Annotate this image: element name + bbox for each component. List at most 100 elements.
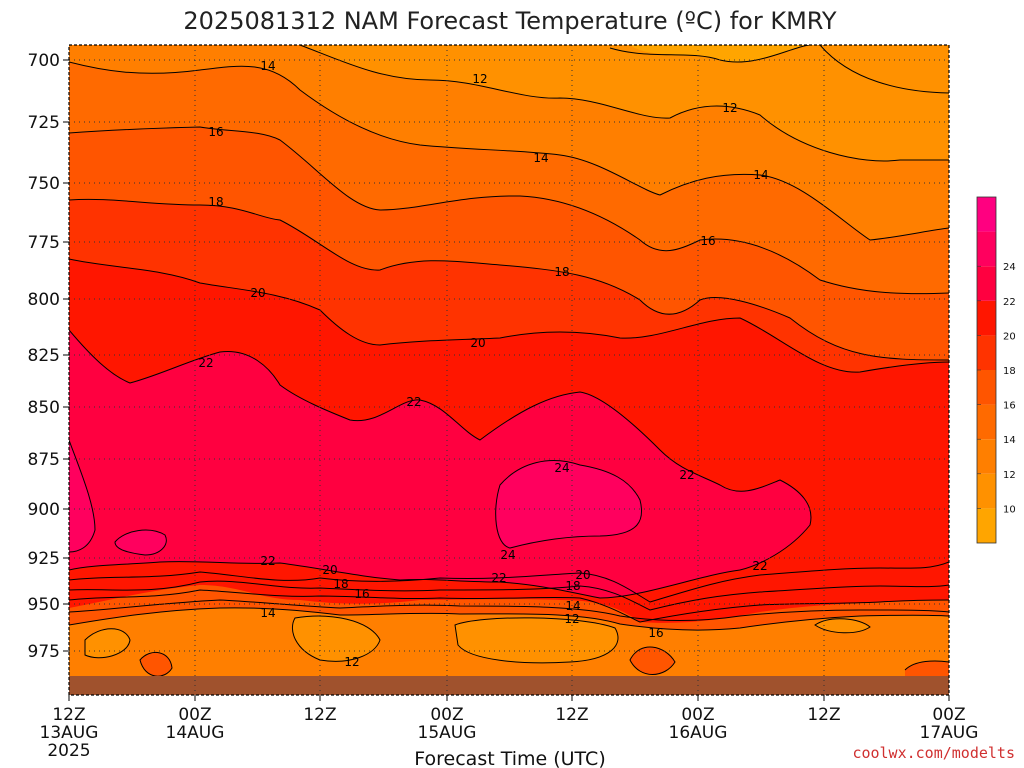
y-tick-725: 725 [28, 113, 60, 133]
colorbar-segment-9 [977, 197, 996, 232]
colorbar-segment-7 [977, 266, 996, 301]
isotherm-18 [69, 198, 949, 361]
isotherm-label-8: 18 [554, 265, 569, 279]
colorbar: 10 12 14 16 18 20 22 24 [976, 196, 1016, 544]
isotherm-14-lower [69, 599, 949, 621]
isotherm-label-0: 14 [260, 59, 275, 73]
plot-frame [68, 44, 950, 696]
x-tick-date-3: 15AUG [418, 723, 477, 743]
band-low-10-b [292, 616, 380, 662]
x-tick-hour-5: 00Z [681, 705, 714, 725]
isotherm-18-lower [69, 580, 949, 611]
band-24-26-a [495, 460, 642, 548]
colorbar-segment-2 [977, 439, 996, 474]
isotherm-label-14: 24 [554, 461, 569, 475]
y-tick-950: 950 [28, 595, 60, 615]
y-tick-900: 900 [28, 500, 60, 520]
isotherm-label-27: 12 [564, 612, 579, 626]
isotherm-10-lower-c [454, 617, 619, 664]
colorbar-segment-5 [977, 335, 996, 370]
isotherm-label-21: 18 [333, 577, 348, 591]
isotherm-14-bottom-b [629, 646, 676, 675]
x-tick-hour-3: 00Z [430, 705, 463, 725]
x-tick-hour-4: 12Z [555, 705, 588, 725]
isotherm-label-17: 22 [491, 571, 506, 585]
colorbar-label-12: 12 [1003, 470, 1016, 481]
isotherm-10 [609, 45, 949, 94]
isotherm-label-26: 12 [344, 655, 359, 669]
chart-title: 2025081312 NAM Forecast Temperature (ºC)… [183, 7, 837, 35]
colorbar-segment-6 [977, 300, 996, 336]
x-tick-date-7: 17AUG [920, 723, 979, 743]
isotherm-label-10: 20 [470, 336, 485, 350]
band-low-10-d [815, 618, 870, 633]
isotherm-22-lower [69, 561, 741, 599]
isotherm-16 [69, 126, 949, 295]
isotherm-22-upper [69, 329, 812, 571]
isotherm-lines [69, 45, 949, 677]
x-tick-date-1: 14AUG [166, 723, 225, 743]
band-24-26-b [115, 530, 167, 555]
isotherm-label-6: 18 [208, 195, 223, 209]
x-tick-hour-6: 12Z [807, 705, 840, 725]
x-tick-date-5: 16AUG [669, 723, 728, 743]
colorbar-label-16: 16 [1003, 401, 1016, 412]
isotherm-label-25: 14 [565, 599, 580, 613]
x-tick-year-0: 2025 [47, 741, 90, 761]
isotherm-label-5: 14 [753, 168, 768, 182]
colorbar-label-10: 10 [1003, 504, 1016, 515]
ground-band [69, 676, 949, 695]
x-tick-hour-1: 00Z [178, 705, 211, 725]
isotherm-label-19: 20 [322, 563, 337, 577]
y-tick-825: 825 [28, 346, 60, 366]
y-tick-800: 800 [28, 290, 60, 310]
y-tick-850: 850 [28, 398, 60, 418]
isotherm-12-lower [69, 607, 949, 631]
isotherm-label-7: 16 [700, 234, 715, 248]
plot-area [69, 45, 949, 695]
band-24-26-c [69, 440, 95, 552]
x-tick-date-0: 13AUG [40, 723, 99, 743]
band-low-10-c [455, 617, 618, 663]
y-tick-775: 775 [28, 233, 60, 253]
isotherm-14-bottom-c [904, 660, 949, 671]
isotherm-label-16: 22 [260, 554, 275, 568]
isotherm-label-20: 20 [575, 568, 590, 582]
isotherm-label-11: 22 [198, 356, 213, 370]
isotherm-label-13: 22 [679, 468, 694, 482]
colorbar-label-18: 18 [1003, 366, 1016, 377]
y-tick-975: 975 [28, 642, 60, 662]
colorbar-label-14: 14 [1003, 435, 1016, 446]
y-tick-925: 925 [28, 549, 60, 569]
colorbar-segment-1 [977, 473, 996, 509]
isotherm-10-lower-d [814, 618, 871, 634]
isotherm-label-4: 14 [533, 151, 548, 165]
band-low-10-a [85, 628, 130, 658]
y-tick-700: 700 [28, 51, 60, 71]
colorbar-label-20: 20 [1003, 331, 1016, 342]
band-low-16-b [140, 652, 172, 677]
isotherm-label-2: 12 [722, 101, 737, 115]
colorbar-label-22: 22 [1003, 297, 1016, 308]
isotherm-24-c [69, 439, 96, 553]
band-low-16-c [630, 647, 675, 675]
y-axis: 700 725 750 775 800 825 850 875 900 925 950 975 [28, 51, 69, 662]
colorbar-label-24: 24 [1003, 262, 1016, 273]
colorbar-segment-8 [977, 231, 996, 267]
isotherm-labels: 1412121614141816182020222222242422222220… [198, 59, 768, 669]
isotherm-label-3: 16 [208, 125, 223, 139]
isotherm-24-b [114, 529, 167, 556]
isotherm-label-12: 22 [406, 395, 421, 409]
isotherm-10-lower-b [291, 615, 381, 662]
isotherm-24-a [495, 460, 643, 549]
isotherm-label-18: 22 [752, 559, 767, 573]
grid [69, 45, 949, 695]
isotherm-14 [69, 61, 949, 241]
x-tick-hour-0: 12Z [52, 705, 85, 725]
credit-text: coolwx.com/modelts [852, 744, 1015, 762]
isotherm-16-lower [69, 589, 949, 623]
isotherm-label-28: 16 [648, 626, 663, 640]
colorbar-segment-4 [977, 370, 996, 405]
colorbar-segment-3 [977, 404, 996, 440]
isotherm-12-upper [299, 45, 949, 162]
